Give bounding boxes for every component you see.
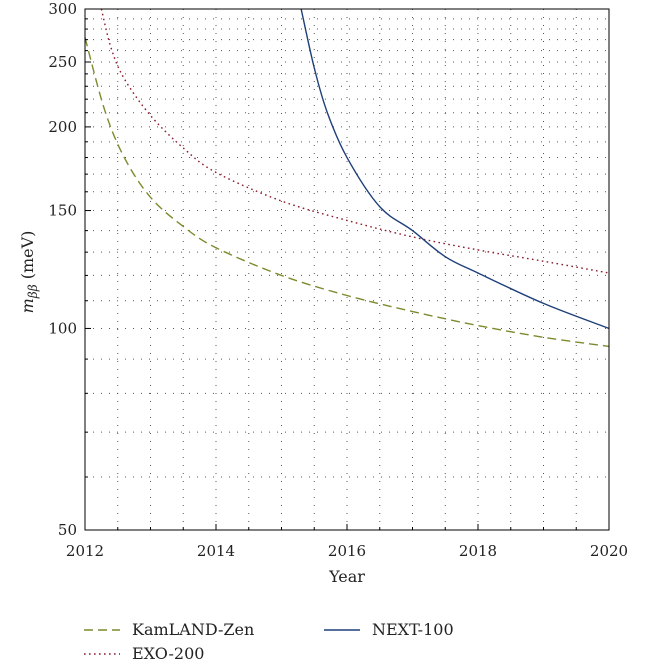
x-tick-label: 2014 bbox=[197, 542, 235, 560]
legend-label: EXO-200 bbox=[132, 644, 204, 663]
y-axis-title-unit: (meV) bbox=[18, 231, 37, 285]
series-line-exo-200 bbox=[100, 8, 610, 274]
y-axis-title-symbol: m bbox=[18, 298, 37, 313]
y-tick-label: 250 bbox=[48, 53, 77, 71]
series-line-next-100 bbox=[300, 8, 610, 330]
y-tick-label: 150 bbox=[48, 202, 77, 220]
x-tick-label: 2012 bbox=[66, 542, 104, 560]
x-tick-label: 2016 bbox=[328, 542, 366, 560]
legend: KamLAND-Zen EXO-200 NEXT-100 bbox=[84, 620, 454, 663]
series-line-kamland-zen bbox=[84, 37, 610, 348]
y-tick-label: 300 bbox=[48, 0, 77, 18]
y-tick-label: 200 bbox=[48, 118, 77, 136]
legend-label: KamLAND-Zen bbox=[132, 620, 254, 639]
x-axis-title: Year bbox=[328, 567, 365, 586]
x-tick-label: 2020 bbox=[590, 542, 628, 560]
tick-layer: 2012 2014 2016 2018 2020 50 100 150 200 250 300 bbox=[48, 0, 628, 560]
x-tick-label: 2018 bbox=[459, 542, 497, 560]
grid bbox=[85, 9, 609, 530]
y-tick-label: 100 bbox=[48, 319, 77, 337]
legend-label: NEXT-100 bbox=[372, 620, 454, 639]
y-tick-label: 50 bbox=[58, 521, 77, 539]
series-layer bbox=[84, 8, 610, 348]
y-axis-title-subscript: ββ bbox=[26, 284, 40, 299]
y-axis-title: mββ (meV) bbox=[18, 231, 40, 314]
plot-frame bbox=[84, 8, 610, 531]
